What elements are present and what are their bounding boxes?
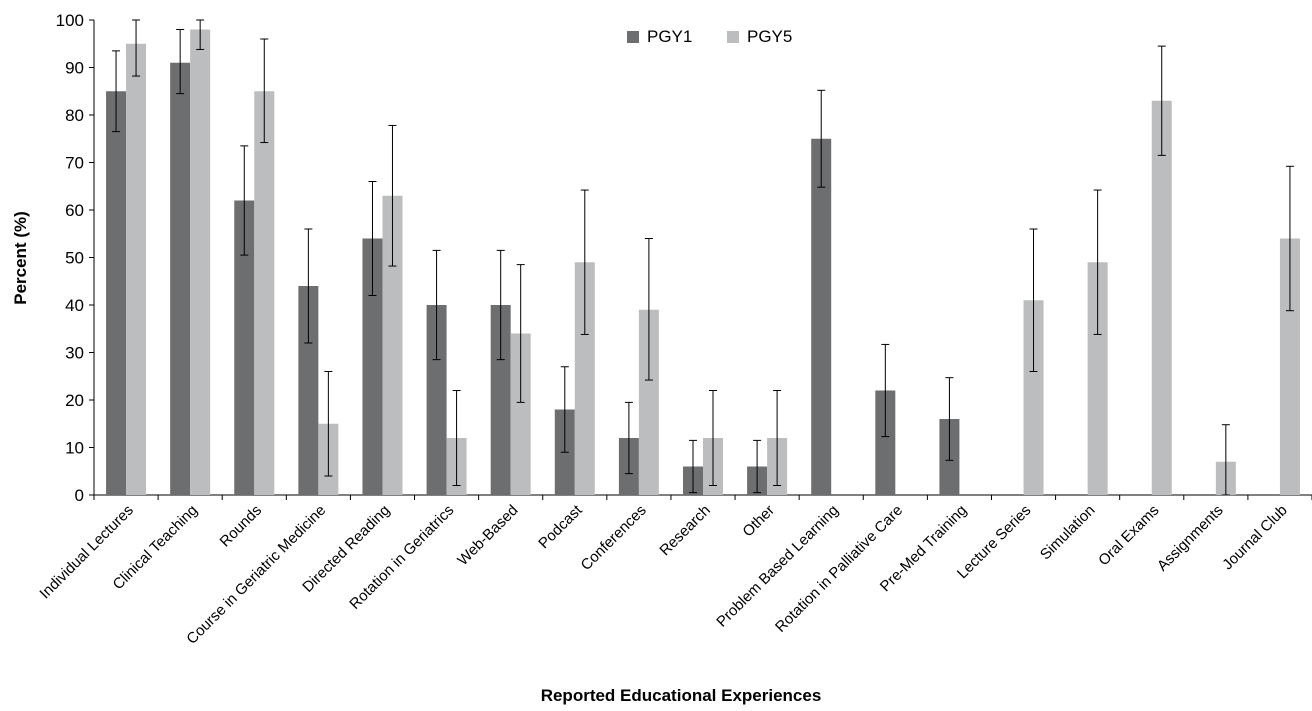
- x-category-label: Simulation: [1037, 502, 1099, 564]
- y-tick-label: 80: [65, 106, 84, 125]
- y-tick-label: 90: [65, 59, 84, 78]
- x-category-label: Oral Exams: [1095, 502, 1162, 569]
- legend-swatch-pgy1: [627, 31, 639, 43]
- x-category-label: Rotation in Geriatrics: [346, 502, 457, 613]
- x-category-label: Web-Based: [454, 502, 521, 569]
- bar-pgy5: [510, 333, 531, 495]
- y-tick-label: 30: [65, 344, 84, 363]
- legend-label-pgy5: PGY5: [747, 27, 792, 46]
- x-category-label: Research: [656, 502, 713, 559]
- x-category-label: Journal Club: [1219, 502, 1291, 574]
- y-tick-label: 60: [65, 201, 84, 220]
- bar-pgy5: [1087, 262, 1108, 495]
- bar-pgy5: [126, 43, 147, 495]
- y-axis: 0 10 20 30 40 50 60 70 80 90 100: [56, 11, 95, 505]
- bar-pgy5: [190, 29, 211, 495]
- y-tick-label: 50: [65, 249, 84, 268]
- bar-pgy1: [298, 286, 319, 495]
- bar-pgy1: [811, 138, 832, 495]
- bar-pgy1: [426, 305, 447, 495]
- x-category-label: Rotation in Palliative Care: [772, 502, 906, 636]
- y-tick-label: 10: [65, 439, 84, 458]
- bars: [106, 29, 1300, 495]
- bar-pgy1: [490, 305, 511, 495]
- bar-pgy1: [234, 200, 255, 495]
- x-category-label: Conferences: [578, 502, 650, 574]
- y-tick-label: 40: [65, 296, 84, 315]
- legend-swatch-pgy5: [727, 31, 739, 43]
- x-category-label: Assignments: [1154, 502, 1227, 575]
- y-tick-label: 0: [75, 486, 84, 505]
- y-tick-label: 100: [56, 11, 84, 30]
- bar-pgy5: [254, 91, 275, 495]
- x-category-label: Other: [739, 502, 778, 541]
- bar-pgy1: [875, 390, 896, 495]
- bar-pgy5: [1279, 238, 1300, 495]
- bar-pgy1: [362, 238, 383, 495]
- x-category-label: Podcast: [535, 501, 586, 552]
- bar-pgy1: [170, 62, 191, 495]
- bar-pgy5: [638, 309, 659, 495]
- bar-pgy5: [574, 262, 595, 495]
- y-tick-label: 70: [65, 154, 84, 173]
- y-tick-label: 20: [65, 391, 84, 410]
- bar-pgy5: [1023, 300, 1044, 495]
- legend: PGY1 PGY5: [627, 27, 792, 46]
- x-axis-title: Reported Educational Experiences: [541, 686, 822, 705]
- bar-pgy5: [1151, 100, 1172, 495]
- error-bars: [112, 19, 1294, 496]
- bar-pgy5: [382, 195, 403, 495]
- x-category-label: Rounds: [217, 502, 266, 551]
- bar-pgy1: [106, 91, 127, 495]
- y-axis-title: Percent (%): [11, 211, 30, 305]
- x-category-label: Problem Based Learning: [713, 502, 842, 631]
- legend-label-pgy1: PGY1: [647, 27, 692, 46]
